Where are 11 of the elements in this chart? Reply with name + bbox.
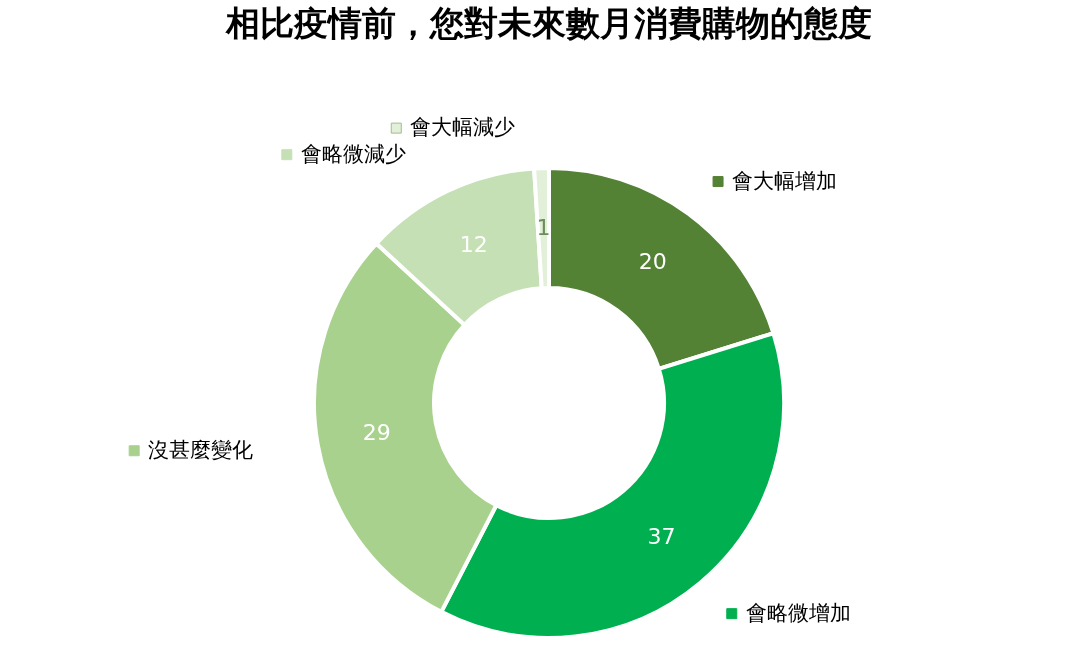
data-label: 37 bbox=[647, 524, 676, 550]
data-label: 12 bbox=[459, 231, 488, 257]
data-label: 1 bbox=[536, 215, 551, 241]
data-label: 29 bbox=[362, 420, 391, 446]
data-label: 20 bbox=[638, 249, 667, 275]
legend-label: 會略微增加 bbox=[745, 600, 851, 625]
legend-label: 會大幅增加 bbox=[732, 168, 838, 193]
chart-title: 相比疫情前，您對未來數月消費購物的態度 bbox=[225, 3, 872, 44]
legend-label: 沒甚麼變化 bbox=[148, 437, 254, 462]
legend-label: 會大幅減少 bbox=[410, 115, 516, 140]
legend-label: 會略微減少 bbox=[300, 141, 406, 166]
